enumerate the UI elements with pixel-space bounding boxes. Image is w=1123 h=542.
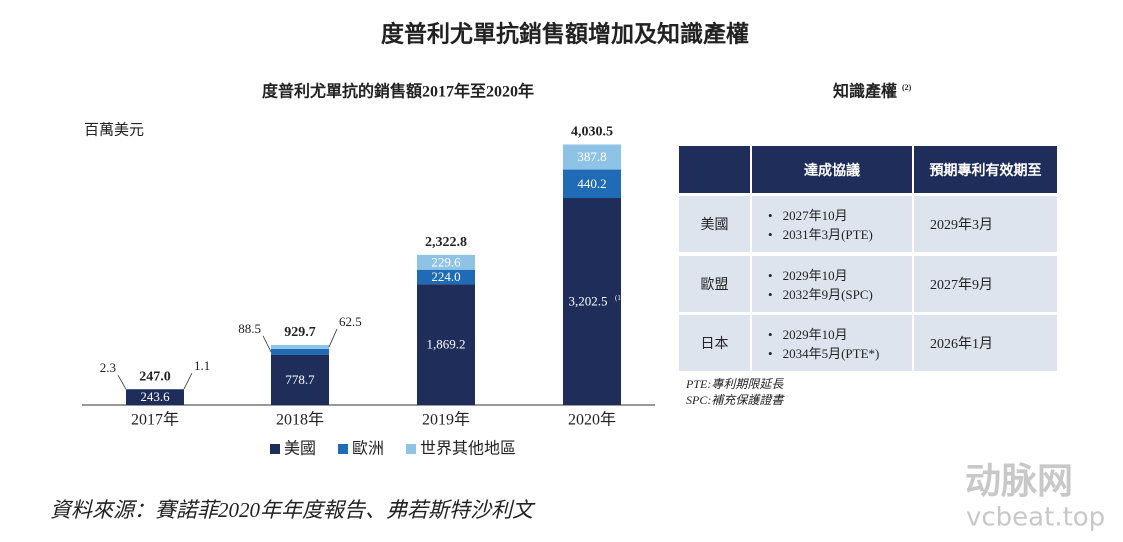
table-header: 達成協議: [752, 146, 912, 193]
agreement-text: 2034年5月(PTE*): [782, 346, 880, 361]
value-label: 88.5: [238, 321, 261, 336]
ip-title: 知識產權: [833, 82, 897, 101]
bar-segment: [563, 198, 621, 405]
bullet: •: [768, 208, 773, 223]
leader-line: [262, 335, 272, 352]
leader-line: [117, 374, 127, 390]
agreement-text: 2032年9月(SPC): [782, 286, 873, 302]
value-label: 229.6: [431, 254, 461, 269]
bar-segment: [563, 144, 621, 170]
value-label: 62.5: [339, 314, 362, 329]
bullet: •: [768, 327, 773, 342]
bar-segment: [563, 169, 621, 199]
agreement: • 2029年10月: [768, 324, 848, 343]
expiry: 2027年9月: [914, 255, 1057, 312]
x-tick-label: 2019年: [422, 411, 470, 429]
bar-segment: [417, 254, 475, 270]
agreements: • 2029年10月 • 2032年9月(SPC): [752, 255, 912, 312]
agreement: • 2029年10月: [768, 265, 848, 284]
bar-segment: [271, 344, 329, 349]
legend-swatch: [338, 444, 349, 454]
chart-title: 度普利尤單抗的銷售額2017年至2020年: [262, 82, 534, 101]
region: 歐盟: [679, 255, 750, 312]
table-header: 預期專利有效期至: [914, 146, 1057, 193]
leader-line: [183, 372, 193, 390]
total-label: 2,322.8: [425, 235, 467, 250]
table-header: [679, 146, 750, 193]
bullet: •: [768, 267, 773, 283]
bullet: •: [768, 227, 773, 242]
agreement-text: 2031年3月(PTE): [782, 227, 873, 242]
total-label: 929.7: [284, 325, 316, 340]
ip-title-note: (2): [902, 83, 912, 92]
value-label: 778.7: [285, 372, 315, 387]
region: 美國: [679, 196, 750, 252]
label-note: (1): [615, 294, 624, 302]
agreements: • 2029年10月 • 2034年5月(PTE*): [752, 315, 912, 371]
bullet: •: [768, 286, 773, 302]
legend-label: 歐洲: [352, 440, 384, 458]
bullet: •: [768, 346, 773, 361]
bar-segment: [271, 348, 329, 355]
bar-segment: [271, 354, 329, 405]
agreement: • 2032年9月(SPC): [768, 284, 873, 303]
note: SPC:補充保護證書: [686, 393, 785, 407]
legend-label: 世界其他地區: [420, 440, 516, 458]
legend-label: 美國: [284, 440, 316, 458]
value-label: 243.6: [140, 389, 170, 404]
region: 日本: [679, 315, 750, 371]
value-label: 440.2: [577, 176, 606, 191]
expiry: 2026年1月: [914, 315, 1057, 371]
value-label: 1.1: [194, 358, 210, 373]
value-label: 224.0: [431, 269, 460, 284]
legend-swatch: [270, 444, 280, 454]
value-label: 1,869.2: [427, 337, 466, 352]
value-label: 3,202.5: [569, 293, 608, 308]
legend-swatch: [406, 444, 417, 454]
note: PTE:專利期限延長: [685, 377, 784, 391]
watermark: vcbeat.top: [966, 503, 1105, 533]
agreement: • 2034年5月(PTE*): [768, 343, 879, 362]
page-title: 度普利尤單抗銷售額增加及知識產權: [381, 20, 749, 46]
agreement: • 2031年3月(PTE): [768, 224, 873, 243]
expiry: 2029年3月: [914, 196, 1057, 252]
x-tick-label: 2017年: [131, 411, 179, 429]
agreement-text: 2027年10月: [782, 208, 848, 223]
leader-line: [328, 328, 338, 348]
value-label: 2.3: [100, 360, 116, 375]
agreement-text: 2029年10月: [782, 327, 848, 342]
agreement-text: 2029年10月: [782, 267, 848, 283]
value-label: 387.8: [577, 149, 606, 164]
bar-segment: [126, 389, 184, 405]
source: 資料來源：賽諾菲2020年年度報告、弗若斯特沙利文: [50, 498, 536, 522]
watermark: 动脉网: [965, 461, 1073, 502]
y-label: 百萬美元: [84, 121, 144, 138]
total-label: 4,030.5: [571, 125, 613, 140]
x-tick-label: 2020年: [568, 411, 616, 429]
total-label: 247.0: [139, 369, 171, 384]
agreements: • 2027年10月 • 2031年3月(PTE): [752, 196, 912, 252]
bar-segment: [417, 269, 475, 285]
bar-segment: [417, 284, 475, 405]
x-tick-label: 2018年: [276, 411, 324, 429]
agreement: • 2027年10月: [768, 205, 848, 224]
